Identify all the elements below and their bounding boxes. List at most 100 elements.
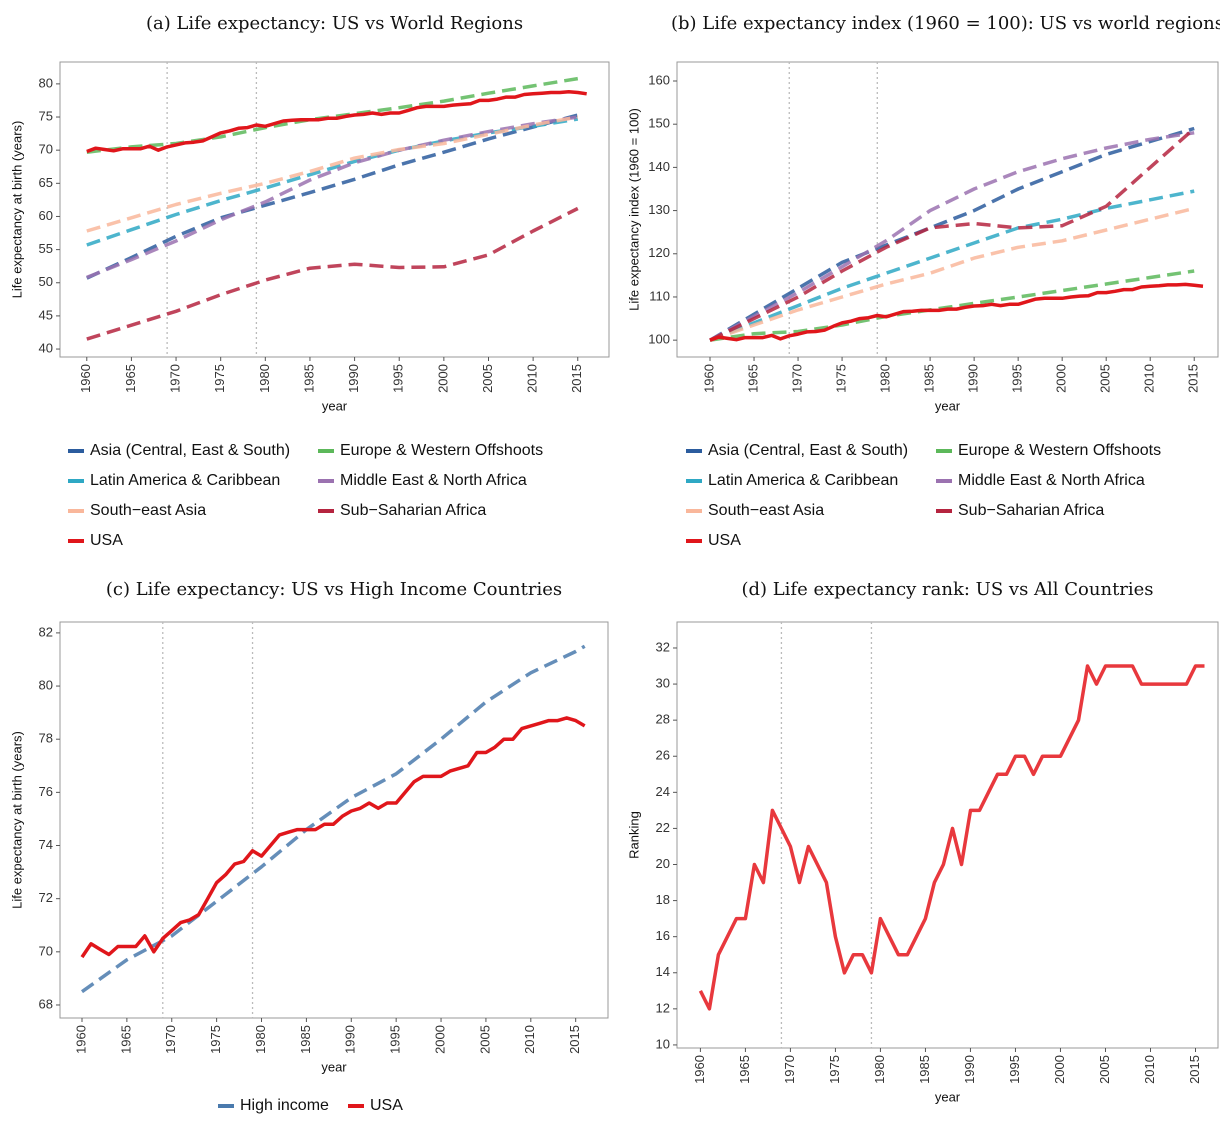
x-tick-label: 1990 — [343, 1025, 358, 1054]
x-tick-label: 2000 — [435, 364, 450, 393]
y-tick-label: 68 — [39, 996, 53, 1011]
plot-border — [676, 621, 1219, 1049]
x-tick-label: 1985 — [922, 364, 937, 393]
x-axis-label: year — [321, 1059, 347, 1074]
x-tick-label: 1960 — [701, 364, 716, 393]
plot-border — [676, 61, 1219, 358]
series-line — [86, 76, 579, 154]
y-tick-label: 160 — [648, 72, 670, 87]
y-tick-label: 22 — [656, 820, 670, 835]
x-tick-label: 2010 — [1142, 364, 1157, 393]
series-line — [86, 117, 579, 247]
legend-label: South−east Asia — [708, 502, 824, 519]
legend-label: Asia (Central, East & South) — [90, 442, 290, 459]
legend-label: Middle East & North Africa — [958, 472, 1145, 489]
y-tick-label: 76 — [39, 784, 53, 799]
y-axis-label: Life expectancy index (1960 = 100) — [626, 108, 641, 311]
series-line — [709, 282, 1204, 342]
series-line — [709, 127, 1196, 342]
series-line — [86, 90, 587, 154]
legend-label: Europe & Western Offshoots — [958, 442, 1161, 459]
x-tick-label: 2015 — [567, 1025, 582, 1054]
y-tick-label: 26 — [656, 748, 670, 763]
x-tick-label: 1980 — [878, 364, 893, 393]
y-tick-label: 60 — [39, 208, 53, 223]
plot-border — [59, 61, 610, 358]
x-tick-label: 1980 — [257, 364, 272, 393]
x-tick-label: 1990 — [346, 364, 361, 393]
y-tick-label: 78 — [39, 731, 53, 746]
y-tick-label: 75 — [39, 108, 53, 123]
legend-label: Middle East & North Africa — [340, 472, 527, 489]
y-tick-label: 16 — [656, 928, 670, 943]
series-line — [709, 189, 1195, 342]
x-axis-label: year — [935, 398, 961, 413]
y-tick-label: 80 — [39, 677, 53, 692]
x-tick-label: 1975 — [212, 364, 227, 393]
y-tick-label: 74 — [39, 837, 53, 852]
x-tick-label: 1975 — [827, 1055, 842, 1084]
y-tick-label: 12 — [656, 1000, 670, 1015]
x-tick-label: 1965 — [123, 364, 138, 393]
x-tick-label: 1965 — [745, 364, 760, 393]
y-tick-label: 30 — [656, 676, 670, 691]
x-tick-label: 2010 — [525, 364, 540, 393]
series-line — [709, 126, 1195, 342]
legend-label: High income — [240, 1097, 329, 1114]
chart-title: (a) Life expectancy: US vs World Regions — [146, 13, 523, 34]
x-tick-label: 2010 — [522, 1025, 537, 1054]
legend-label: USA — [708, 532, 741, 549]
y-tick-label: 10 — [656, 1036, 670, 1051]
series-line — [709, 269, 1195, 342]
y-tick-label: 72 — [39, 890, 53, 905]
y-tick-label: 120 — [648, 245, 670, 260]
x-tick-label: 1960 — [73, 1025, 88, 1054]
x-tick-label: 1970 — [782, 1055, 797, 1084]
series-line — [80, 644, 586, 994]
y-tick-label: 130 — [648, 202, 670, 217]
y-tick-label: 18 — [656, 892, 670, 907]
legend-label: Europe & Western Offshoots — [340, 442, 543, 459]
y-axis-label: Life expectancy at birth (years) — [9, 731, 24, 909]
x-axis-label: year — [935, 1089, 961, 1104]
x-tick-label: 1975 — [834, 364, 849, 393]
x-tick-label: 1980 — [253, 1025, 268, 1054]
legend-label: USA — [370, 1097, 403, 1114]
x-tick-label: 2000 — [432, 1025, 447, 1054]
chart-title: (c) Life expectancy: US vs High Income C… — [106, 579, 562, 600]
y-tick-label: 32 — [656, 639, 670, 654]
series-line — [709, 206, 1195, 342]
y-tick-label: 70 — [39, 943, 53, 958]
y-tick-label: 100 — [648, 332, 670, 347]
y-tick-label: 55 — [39, 241, 53, 256]
x-tick-label: 1970 — [163, 1025, 178, 1054]
chart-title: (d) Life expectancy rank: US vs All Coun… — [741, 579, 1153, 600]
y-tick-label: 150 — [648, 116, 670, 131]
series-line — [86, 206, 579, 341]
x-tick-label: 2015 — [1187, 1055, 1202, 1084]
y-tick-label: 14 — [656, 964, 670, 979]
legend-label: Latin America & Caribbean — [708, 472, 898, 489]
y-tick-label: 45 — [39, 307, 53, 322]
y-tick-label: 82 — [39, 624, 53, 639]
x-tick-label: 2005 — [1097, 1055, 1112, 1084]
plot-border — [59, 621, 609, 1019]
x-tick-label: 1965 — [737, 1055, 752, 1084]
series-line — [80, 716, 586, 959]
y-tick-label: 65 — [39, 175, 53, 190]
x-tick-label: 1995 — [1007, 1055, 1022, 1084]
x-tick-label: 1985 — [298, 1025, 313, 1054]
y-tick-label: 70 — [39, 142, 53, 157]
y-axis-label: Ranking — [626, 811, 641, 859]
x-tick-label: 1970 — [789, 364, 804, 393]
series-line — [698, 664, 1205, 1011]
x-tick-label: 1990 — [966, 364, 981, 393]
y-tick-label: 24 — [656, 784, 670, 799]
x-tick-label: 2010 — [1142, 1055, 1157, 1084]
x-tick-label: 1960 — [78, 364, 93, 393]
x-tick-label: 1995 — [391, 364, 406, 393]
x-tick-label: 2015 — [569, 364, 584, 393]
series-line — [86, 115, 579, 233]
y-tick-label: 80 — [39, 75, 53, 90]
